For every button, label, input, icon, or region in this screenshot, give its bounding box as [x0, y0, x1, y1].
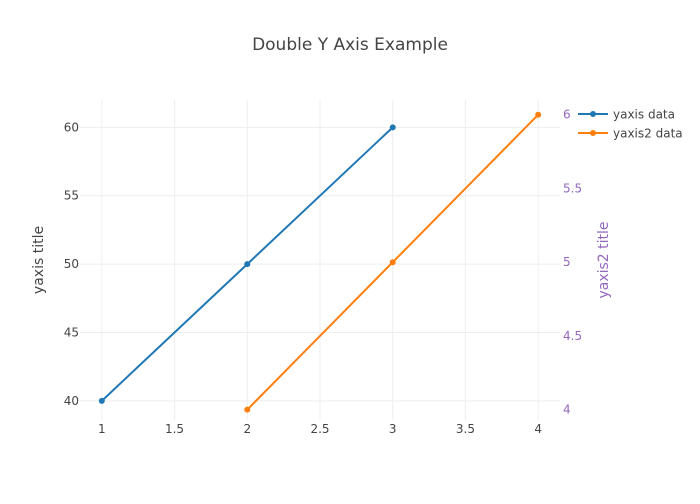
y2-tick-label: 5.5 [563, 181, 582, 195]
y2-tick-label: 4 [563, 403, 571, 417]
x-tick-label: 1 [98, 422, 106, 436]
data-point-yaxis-data [389, 124, 396, 131]
chart-title: Double Y Axis Example [252, 35, 448, 55]
y-tick-label: 60 [64, 120, 79, 134]
x-tick-label: 3.5 [456, 422, 475, 436]
data-point-yaxis-data [98, 397, 105, 404]
y-tick-label: 45 [64, 325, 79, 339]
yaxis2-title: yaxis2 title [596, 221, 612, 298]
x-tick-label: 1.5 [165, 422, 184, 436]
x-tick-label: 2 [243, 422, 251, 436]
y2-tick-label: 6 [563, 108, 571, 122]
series-layer [98, 111, 542, 413]
y-tick-label: 50 [64, 257, 79, 271]
y-tick-label: 40 [64, 394, 79, 408]
x-tick-label: 2.5 [310, 422, 329, 436]
data-point-yaxis2-data [535, 111, 542, 118]
yaxis-title: yaxis title [31, 226, 47, 294]
data-point-yaxis2-data [244, 406, 251, 413]
legend-item-yaxis-data[interactable]: yaxis data [578, 108, 675, 122]
legend-marker-yaxis2-data [590, 130, 596, 136]
legend-label-yaxis2-data: yaxis2 data [613, 127, 683, 141]
legend-item-yaxis2-data[interactable]: yaxis2 data [578, 127, 683, 141]
axis-layer: 1 1.5 2 2.5 3 3.5 4 40 45 50 55 60 4 4.5 5 5.5 6 [64, 108, 582, 436]
x-tick-label: 3 [389, 422, 397, 436]
data-point-yaxis2-data [389, 259, 396, 266]
legend-label-yaxis-data: yaxis data [613, 108, 675, 122]
y-tick-label: 55 [64, 189, 79, 203]
legend-marker-yaxis-data [590, 111, 596, 117]
data-point-yaxis-data [244, 261, 251, 268]
legend: yaxis data yaxis2 data [578, 108, 683, 141]
y2-tick-label: 4.5 [563, 329, 582, 343]
x-tick-label: 4 [534, 422, 542, 436]
y2-tick-label: 5 [563, 255, 571, 269]
